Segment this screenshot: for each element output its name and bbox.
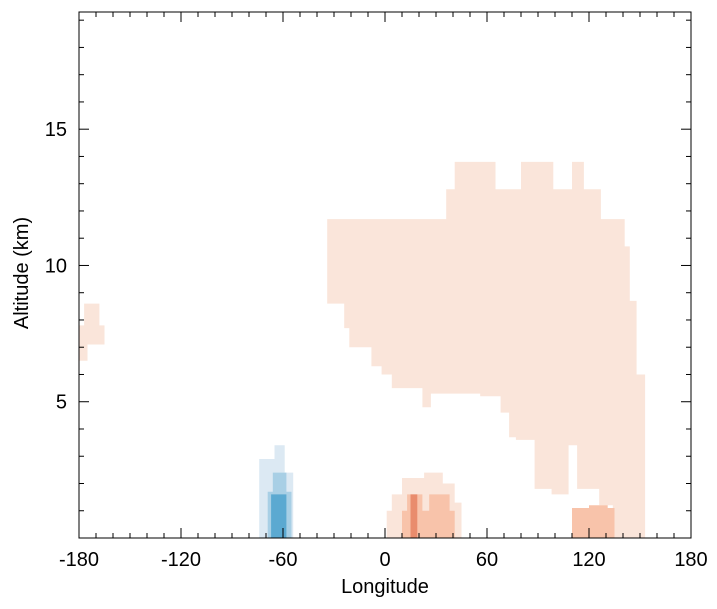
x-tick-label: -180 — [59, 549, 99, 571]
y-tick-label: 5 — [56, 392, 67, 414]
y-axis-label: Altitude (km) — [11, 217, 33, 329]
axes: -180 -120 -60 0 60 120 180 5 10 15 — [45, 11, 708, 571]
anomaly-region-neg-strong-8 — [271, 494, 287, 538]
x-tick-label: 60 — [476, 549, 498, 571]
anomaly-region-pos-light-0 — [79, 303, 105, 361]
x-tick-label: 120 — [572, 549, 605, 571]
x-tick-label: -120 — [161, 549, 201, 571]
x-axis-label: Longitude — [341, 576, 429, 598]
anomaly-region-pos-mid-5 — [572, 505, 615, 538]
y-tick-label: 10 — [45, 255, 67, 277]
anomaly-region-pos-strong-4 — [410, 494, 418, 538]
x-tick-label: -60 — [269, 549, 298, 571]
x-tick-label: 180 — [674, 549, 707, 571]
plot-regions — [79, 161, 646, 538]
x-tick-label: 0 — [379, 549, 390, 571]
y-tick-label: 15 — [45, 119, 67, 141]
anomaly-region-pos-light-1 — [327, 161, 646, 538]
